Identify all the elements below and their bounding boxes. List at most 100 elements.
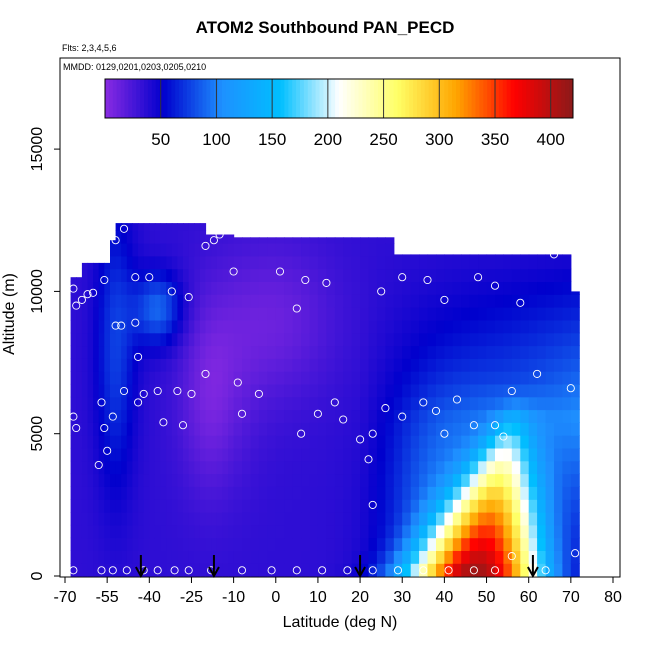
heatmap-cell: [188, 230, 195, 244]
heatmap-cell: [149, 281, 156, 295]
heatmap-cell: [461, 294, 471, 308]
heatmap-cell: [166, 409, 173, 423]
heatmap-cell: [143, 499, 150, 513]
heatmap-cell: [93, 524, 100, 539]
heatmap-cell: [284, 396, 294, 411]
heatmap-cell: [93, 563, 100, 577]
heatmap-cell: [528, 358, 538, 372]
heatmap-cell: [410, 499, 420, 513]
colorbar-segment: [124, 79, 129, 118]
heatmap-cell: [469, 524, 479, 539]
heatmap-cell: [132, 499, 139, 513]
sample-point: [490, 566, 500, 575]
heatmap-cell: [545, 512, 555, 526]
heatmap-cell: [570, 294, 580, 308]
heatmap-cell: [211, 524, 218, 539]
heatmap-cell: [222, 460, 229, 475]
heatmap-cell: [376, 460, 386, 475]
heatmap-cell: [495, 512, 504, 526]
heatmap-cell: [121, 460, 128, 475]
heatmap-cell: [171, 383, 178, 398]
heatmap-cell: [461, 254, 471, 257]
heatmap-cell: [183, 512, 190, 526]
heatmap-cell: [104, 512, 111, 526]
heatmap-cell: [528, 255, 538, 270]
colorbar-segment: [518, 79, 523, 118]
heatmap-cell: [183, 537, 190, 551]
heatmap-cell: [132, 435, 139, 449]
heatmap-cell: [183, 460, 190, 475]
heatmap-cell: [427, 409, 437, 423]
heatmap-cell: [461, 435, 471, 449]
colorbar-tick-label: 200: [314, 130, 342, 149]
heatmap-cell: [360, 319, 370, 334]
heatmap-cell: [183, 563, 190, 577]
heatmap-cell: [166, 383, 173, 398]
heatmap-cell: [486, 409, 496, 423]
heatmap-cell: [495, 294, 504, 308]
heatmap-cell: [461, 319, 471, 334]
heatmap-cell: [503, 422, 513, 436]
heatmap-cell: [132, 383, 139, 398]
heatmap-cell: [410, 409, 420, 423]
colorbar-segment: [303, 79, 309, 118]
heatmap-cell: [138, 307, 145, 321]
heatmap-cell: [160, 332, 167, 347]
heatmap-cell: [115, 537, 122, 551]
heatmap-cell: [334, 371, 344, 385]
heatmap-cell: [250, 358, 260, 372]
heatmap-cell: [143, 537, 150, 551]
heatmap-cell: [98, 499, 105, 513]
heatmap-cell: [511, 396, 521, 411]
heatmap-cell: [211, 234, 218, 244]
heatmap-cell: [393, 499, 403, 513]
heatmap-cell: [183, 435, 190, 449]
heatmap-cell: [183, 396, 190, 411]
heatmap-cell: [104, 473, 111, 487]
heatmap-cell: [177, 223, 184, 231]
heatmap-cell: [199, 307, 207, 321]
heatmap-cell: [528, 254, 538, 257]
heatmap-cell: [495, 473, 504, 487]
heatmap-cell: [419, 473, 429, 487]
heatmap-cell: [570, 422, 580, 436]
heatmap-cell: [402, 255, 412, 270]
heatmap-cell: [194, 371, 201, 385]
heatmap-cell: [121, 268, 128, 282]
heatmap-cell: [402, 383, 412, 398]
heatmap-cell: [444, 255, 454, 270]
heatmap-cell: [104, 319, 111, 334]
heatmap-cell: [292, 550, 302, 564]
x-tick-label: 70: [562, 589, 580, 606]
heatmap-cell: [419, 307, 429, 321]
heatmap-cell: [317, 422, 327, 436]
arrow-marker-head: [354, 566, 366, 579]
heatmap-cell: [110, 294, 117, 308]
heatmap-cell: [360, 422, 370, 436]
x-tick-label: -40: [138, 589, 161, 606]
heatmap-cell: [110, 268, 117, 282]
heatmap-cell: [427, 396, 437, 411]
heatmap-cell: [216, 243, 223, 257]
heatmap-cell: [211, 255, 218, 270]
heatmap-cell: [309, 307, 319, 321]
heatmap-cell: [233, 512, 243, 526]
heatmap-cell: [478, 268, 488, 282]
colorbar-segment: [537, 79, 543, 118]
heatmap-cell: [478, 255, 488, 270]
heatmap-cell: [326, 345, 336, 359]
heatmap-cell: [562, 512, 572, 526]
heatmap-cell: [511, 345, 521, 359]
heatmap-cell: [452, 409, 462, 423]
heatmap-cell: [177, 422, 184, 436]
colorbar-segment: [151, 79, 157, 118]
sample-points: [69, 224, 580, 575]
heatmap-cell: [385, 447, 395, 462]
heatmap-cell: [250, 281, 260, 295]
sample-point: [72, 423, 81, 433]
heatmap-cell: [216, 268, 223, 282]
heatmap-cell: [284, 524, 294, 539]
heatmap-cell: [368, 460, 378, 475]
heatmap-cell: [138, 268, 145, 282]
colorbar-segment: [350, 79, 356, 118]
